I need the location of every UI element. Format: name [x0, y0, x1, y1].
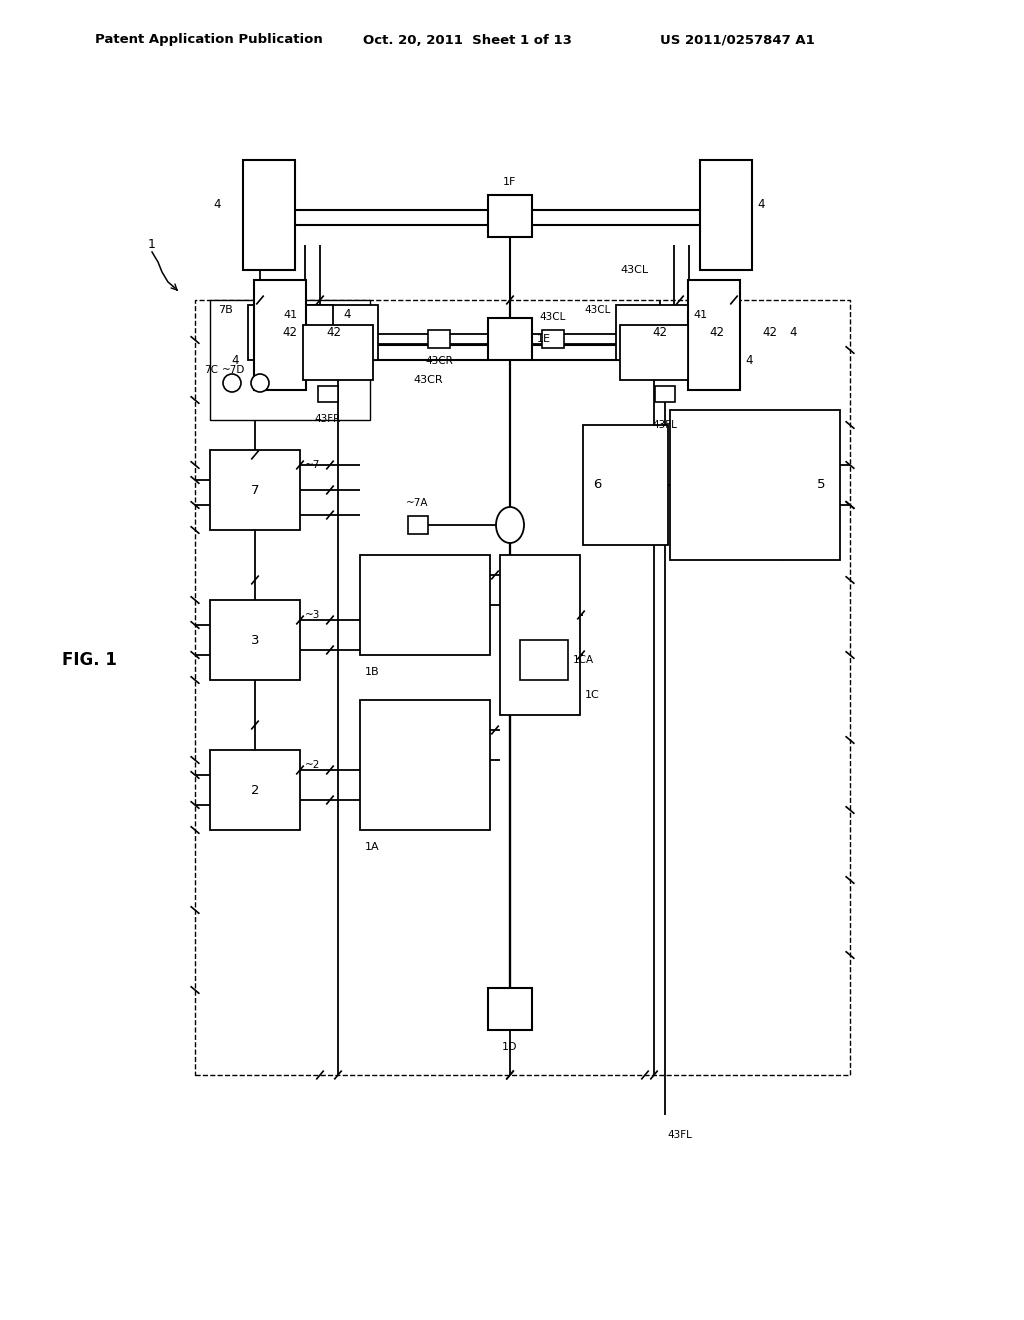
Text: 5: 5	[816, 479, 825, 491]
Text: ~2: ~2	[305, 760, 321, 770]
Text: 4: 4	[213, 198, 221, 211]
Text: 4: 4	[745, 354, 753, 367]
Text: US 2011/0257847 A1: US 2011/0257847 A1	[660, 33, 815, 46]
Bar	[488, 987, 532, 1030]
Text: 4: 4	[343, 309, 350, 322]
Bar	[360, 700, 490, 830]
Text: ~7D: ~7D	[221, 366, 245, 375]
Bar	[318, 385, 338, 403]
Text: 4: 4	[757, 198, 765, 211]
Text: FIG. 1: FIG. 1	[62, 651, 117, 669]
Bar	[290, 305, 378, 360]
Text: 43CL: 43CL	[540, 312, 566, 322]
Bar	[195, 300, 850, 1074]
Bar	[583, 425, 668, 545]
Text: 43CL: 43CL	[620, 265, 648, 275]
Text: 4: 4	[790, 326, 797, 339]
Text: Oct. 20, 2011  Sheet 1 of 13: Oct. 20, 2011 Sheet 1 of 13	[362, 33, 571, 46]
Bar	[243, 160, 295, 271]
Text: 1E: 1E	[537, 334, 551, 345]
Bar	[254, 280, 306, 389]
Bar	[210, 300, 370, 420]
Text: 42: 42	[709, 326, 724, 339]
Bar	[210, 750, 300, 830]
Circle shape	[251, 374, 269, 392]
Text: 1D: 1D	[502, 1041, 518, 1052]
Text: 41: 41	[284, 310, 298, 319]
Bar	[620, 325, 688, 380]
Text: 6: 6	[593, 479, 601, 491]
Bar	[520, 640, 568, 680]
Bar	[210, 601, 300, 680]
Bar	[303, 325, 373, 380]
Text: 3: 3	[251, 634, 259, 647]
Text: Patent Application Publication: Patent Application Publication	[95, 33, 323, 46]
Text: 43CR: 43CR	[414, 375, 442, 385]
Bar	[500, 554, 580, 715]
Bar	[428, 330, 450, 348]
Bar	[700, 160, 752, 271]
Text: 1CA: 1CA	[573, 655, 594, 665]
Text: 1F: 1F	[504, 177, 517, 187]
Text: ~7: ~7	[305, 459, 321, 470]
Text: 43FR: 43FR	[314, 414, 341, 424]
Text: 1B: 1B	[365, 667, 380, 677]
Text: 43FL: 43FL	[652, 420, 678, 430]
Text: 1: 1	[148, 239, 156, 252]
Bar	[488, 318, 532, 360]
Text: 43CL: 43CL	[584, 305, 610, 315]
Text: ~7A: ~7A	[406, 498, 428, 508]
Bar	[408, 516, 428, 535]
Text: 1A: 1A	[365, 842, 380, 851]
Text: ~3: ~3	[305, 610, 321, 620]
Bar	[542, 330, 564, 348]
Text: 42: 42	[762, 326, 777, 339]
Text: 7C: 7C	[204, 366, 218, 375]
Ellipse shape	[496, 507, 524, 543]
Text: 42: 42	[283, 326, 298, 339]
Text: 7: 7	[251, 483, 259, 496]
Bar	[616, 305, 705, 360]
Circle shape	[223, 374, 241, 392]
Bar	[360, 554, 490, 655]
Bar	[688, 280, 740, 389]
Text: 43CR: 43CR	[425, 356, 453, 366]
Bar	[248, 305, 333, 360]
Text: 1C: 1C	[585, 690, 600, 700]
Text: 2: 2	[251, 784, 259, 796]
Text: 4: 4	[231, 354, 239, 367]
Bar	[488, 195, 532, 238]
Bar	[670, 411, 840, 560]
Text: 42: 42	[652, 326, 668, 339]
Text: 42: 42	[327, 326, 341, 339]
Text: 41: 41	[693, 310, 708, 319]
Bar	[210, 450, 300, 531]
Text: 43FL: 43FL	[667, 1130, 692, 1140]
Bar	[655, 385, 675, 403]
Text: 7B: 7B	[218, 305, 232, 315]
